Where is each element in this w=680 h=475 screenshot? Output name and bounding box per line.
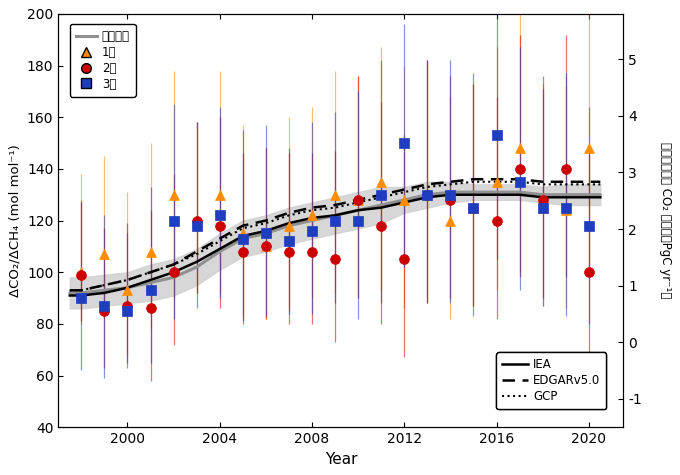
Point	[376, 222, 387, 229]
Point	[122, 307, 133, 315]
Point	[537, 204, 548, 211]
Point	[376, 191, 387, 199]
Point	[307, 227, 318, 235]
Point	[353, 196, 364, 204]
Point	[145, 304, 156, 312]
Point	[237, 235, 248, 242]
Point	[191, 222, 202, 229]
Point	[145, 248, 156, 256]
Point	[514, 165, 525, 173]
Point	[583, 268, 594, 276]
Point	[168, 191, 179, 199]
Point	[214, 222, 225, 229]
Point	[468, 204, 479, 211]
Point	[398, 139, 409, 147]
Point	[583, 144, 594, 152]
Point	[468, 204, 479, 211]
Point	[145, 286, 156, 294]
Point	[76, 268, 87, 276]
Point	[560, 207, 571, 214]
Point	[445, 217, 456, 224]
Point	[560, 204, 571, 211]
Point	[353, 217, 364, 224]
Point	[330, 191, 341, 199]
Point	[284, 248, 294, 256]
Point	[214, 191, 225, 199]
Point	[307, 248, 318, 256]
Point	[284, 238, 294, 245]
Point	[284, 222, 294, 229]
Point	[398, 256, 409, 263]
Point	[168, 217, 179, 224]
Point	[122, 286, 133, 294]
Legend: IEA, EDGARv5.0, GCP: IEA, EDGARv5.0, GCP	[496, 352, 606, 409]
Point	[583, 222, 594, 229]
Point	[122, 302, 133, 310]
Point	[398, 196, 409, 204]
Point	[307, 211, 318, 219]
Point	[237, 229, 248, 237]
Point	[537, 196, 548, 204]
Point	[353, 196, 364, 204]
Point	[491, 178, 502, 186]
X-axis label: Year: Year	[324, 452, 357, 466]
Point	[260, 243, 271, 250]
Point	[514, 178, 525, 186]
Point	[422, 191, 432, 199]
Point	[491, 132, 502, 139]
Point	[99, 302, 110, 310]
Point	[214, 211, 225, 219]
Point	[330, 256, 341, 263]
Point	[99, 250, 110, 258]
Point	[76, 271, 87, 279]
Point	[376, 178, 387, 186]
Point	[330, 217, 341, 224]
Point	[445, 196, 456, 204]
Point	[445, 191, 456, 199]
Point	[76, 294, 87, 302]
Point	[99, 307, 110, 315]
Point	[514, 144, 525, 152]
Point	[168, 268, 179, 276]
Point	[191, 217, 202, 224]
Y-axis label: 化石燃料起源 CO₂ 放出量（PgC yr⁻¹）: 化石燃料起源 CO₂ 放出量（PgC yr⁻¹）	[659, 142, 672, 299]
Point	[260, 229, 271, 237]
Point	[422, 191, 432, 199]
Point	[237, 248, 248, 256]
Point	[468, 204, 479, 211]
Point	[537, 204, 548, 211]
Point	[191, 217, 202, 224]
Y-axis label: ΔCO₂/ΔCH₄ (mol mol⁻¹): ΔCO₂/ΔCH₄ (mol mol⁻¹)	[8, 144, 21, 297]
Point	[560, 165, 571, 173]
Point	[491, 217, 502, 224]
Point	[260, 243, 271, 250]
Point	[422, 191, 432, 199]
